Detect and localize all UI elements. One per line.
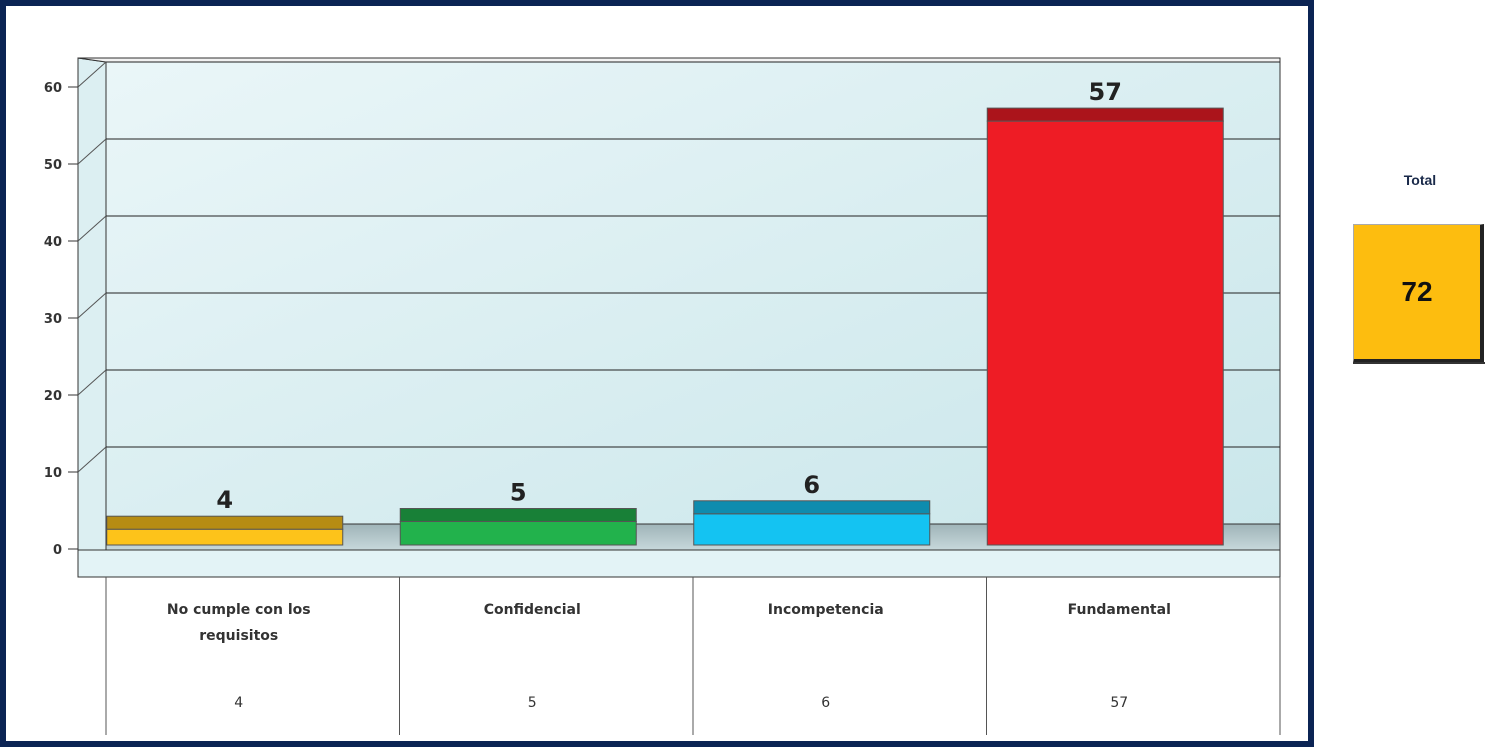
- gridline-perspective: [77, 61, 107, 88]
- total-label: Total: [1403, 172, 1437, 188]
- bar: [693, 513, 931, 546]
- data-label: 5: [510, 479, 527, 507]
- bar: [986, 120, 1224, 546]
- table-value: 4: [234, 695, 243, 711]
- gridline-perspective: [77, 138, 107, 165]
- bar-top: [986, 107, 1224, 122]
- bar: [399, 521, 637, 546]
- data-label: 57: [1089, 78, 1122, 106]
- category-label: Fundamental: [1068, 602, 1171, 618]
- table-value: 57: [1110, 695, 1128, 711]
- y-tick-label: 30: [44, 312, 62, 327]
- data-label: 4: [216, 486, 233, 514]
- bar: [106, 528, 344, 546]
- table-value: 5: [528, 695, 537, 711]
- total-value: 72: [1401, 276, 1433, 307]
- y-tick-label: 40: [44, 235, 62, 250]
- category-label: Confidencial: [484, 602, 581, 618]
- gridline-perspective: [77, 292, 107, 319]
- bar-top: [399, 508, 637, 522]
- total-value-box: 72: [1353, 224, 1484, 363]
- y-tick-label: 20: [44, 389, 62, 404]
- gridline-perspective: [77, 369, 107, 396]
- y-tick-label: 60: [44, 81, 62, 96]
- gridline-perspective: [77, 446, 107, 473]
- y-tick-label: 50: [44, 158, 62, 173]
- bar-top: [693, 500, 931, 515]
- category-label: Incompetencia: [768, 602, 884, 618]
- category-label: No cumple con los requisitos: [167, 602, 311, 644]
- bar-chart: 0 10 20 30 40 50 60 4 5 6 57 No cumple con los req…: [44, 57, 1281, 735]
- table-value: 6: [821, 695, 830, 711]
- data-label: 6: [803, 471, 820, 499]
- y-tick-label: 0: [53, 543, 62, 558]
- bar-top: [106, 515, 344, 530]
- total-box-shadow: [1353, 362, 1485, 364]
- y-tick-label: 10: [44, 466, 62, 481]
- gridline-perspective: [77, 215, 107, 242]
